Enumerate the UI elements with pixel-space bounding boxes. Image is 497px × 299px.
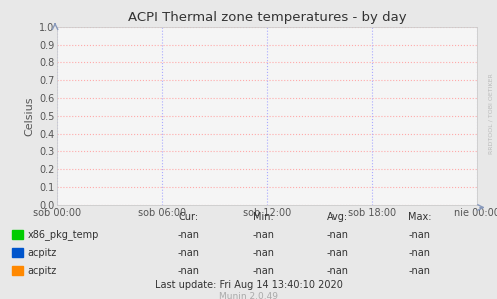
Text: Min:: Min: xyxy=(253,212,274,222)
Text: -nan: -nan xyxy=(252,266,274,276)
Text: -nan: -nan xyxy=(327,230,349,240)
Text: Munin 2.0.49: Munin 2.0.49 xyxy=(219,292,278,299)
Text: Avg:: Avg: xyxy=(328,212,348,222)
Text: -nan: -nan xyxy=(409,248,431,258)
Text: x86_pkg_temp: x86_pkg_temp xyxy=(27,229,99,240)
Text: -nan: -nan xyxy=(178,266,200,276)
Text: -nan: -nan xyxy=(409,266,431,276)
Text: Last update: Fri Aug 14 13:40:10 2020: Last update: Fri Aug 14 13:40:10 2020 xyxy=(155,280,342,290)
Text: -nan: -nan xyxy=(327,248,349,258)
Text: -nan: -nan xyxy=(409,230,431,240)
Text: RRDTOOL / TOBI OETIKER: RRDTOOL / TOBI OETIKER xyxy=(488,73,493,154)
Text: -nan: -nan xyxy=(178,230,200,240)
Text: Cur:: Cur: xyxy=(179,212,199,222)
Text: Max:: Max: xyxy=(408,212,432,222)
Text: -nan: -nan xyxy=(327,266,349,276)
Y-axis label: Celsius: Celsius xyxy=(25,96,35,136)
Text: acpitz: acpitz xyxy=(27,248,57,258)
Text: acpitz: acpitz xyxy=(27,266,57,276)
Text: -nan: -nan xyxy=(252,230,274,240)
Text: -nan: -nan xyxy=(252,248,274,258)
Text: -nan: -nan xyxy=(178,248,200,258)
Title: ACPI Thermal zone temperatures - by day: ACPI Thermal zone temperatures - by day xyxy=(128,11,407,24)
